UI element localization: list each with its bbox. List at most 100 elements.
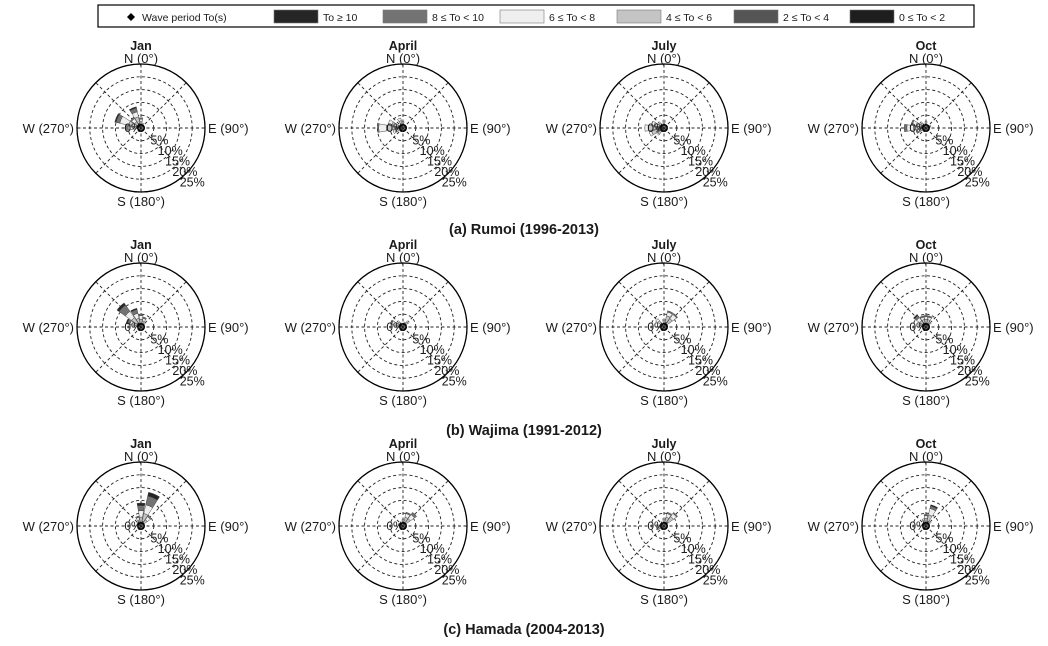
radial-grid-circle <box>114 499 168 553</box>
radial-tick-label: 15% <box>688 353 713 367</box>
rose-bar <box>656 527 659 531</box>
direction-label-west: W (270°) <box>808 121 859 136</box>
direction-label-east: E (90°) <box>731 121 772 136</box>
radial-tick-label: 15% <box>165 154 190 168</box>
rose-bar <box>667 310 674 315</box>
radial-tick-label: 25% <box>965 175 990 189</box>
center-label: 0% <box>909 519 927 533</box>
spoke-line <box>402 82 449 129</box>
radial-grid-circle <box>364 288 442 366</box>
center-label: 0% <box>124 519 142 533</box>
radial-grid-circle <box>364 89 442 167</box>
rose-bar <box>651 120 656 127</box>
month-title: Jan <box>130 238 152 252</box>
direction-label-north: N (0°) <box>909 449 943 464</box>
radial-tick-label: 20% <box>957 165 982 179</box>
radial-tick-label: 25% <box>442 573 467 587</box>
rose-bar <box>930 504 939 510</box>
direction-label-west: W (270°) <box>546 519 597 534</box>
rose-bar <box>915 129 919 134</box>
month-title: April <box>389 39 417 53</box>
direction-label-east: E (90°) <box>731 320 772 335</box>
rose-bar <box>662 319 666 321</box>
direction-label-south: S (180°) <box>902 393 950 408</box>
rose-bar <box>138 313 144 316</box>
outer-ring <box>338 63 468 193</box>
direction-label-east: E (90°) <box>993 519 1034 534</box>
radial-tick-label: 5% <box>150 133 168 147</box>
rose-bar <box>405 511 411 516</box>
rose-bar <box>910 119 915 126</box>
rose-bar <box>128 106 137 112</box>
radial-tick-label: 5% <box>673 531 691 545</box>
radial-tick-label: 10% <box>943 343 968 357</box>
rose-bar <box>397 117 402 122</box>
radial-tick-label: 5% <box>935 332 953 346</box>
rose-bar <box>377 123 380 133</box>
radial-grid-circle <box>899 300 953 354</box>
radial-tick-label: 10% <box>420 144 445 158</box>
legend-label: 6 ≤ To < 8 <box>549 12 595 24</box>
radial-tick-label: 5% <box>673 133 691 147</box>
radial-grid-circle <box>887 89 965 167</box>
radial-tick-label: 5% <box>935 133 953 147</box>
rose-bar <box>928 520 932 524</box>
rose-bar <box>406 320 410 324</box>
legend-label: 0 ≤ To < 2 <box>899 12 945 24</box>
direction-label-north: N (0°) <box>124 51 158 66</box>
radial-tick-label: 20% <box>434 364 459 378</box>
rose-bar <box>387 119 394 126</box>
radial-tick-label: 5% <box>150 531 168 545</box>
radial-grid-circle <box>376 499 430 553</box>
rose-bar <box>923 514 929 517</box>
radial-tick-label: 20% <box>434 165 459 179</box>
direction-label-south: S (180°) <box>117 194 165 209</box>
radial-tick-label: 25% <box>965 573 990 587</box>
month-title: April <box>389 238 417 252</box>
center-label: 0% <box>647 519 665 533</box>
radial-tick-label: 15% <box>427 353 452 367</box>
row-caption: (c) Hamada (2004-2013) <box>443 622 604 638</box>
center-mark <box>398 521 407 530</box>
row-caption: (b) Wajima (1991-2012) <box>446 423 602 439</box>
direction-label-east: E (90°) <box>470 519 511 534</box>
radial-grid-circle <box>102 89 180 167</box>
center-mark <box>137 521 146 530</box>
direction-label-south: S (180°) <box>640 592 688 607</box>
center-mark <box>659 521 668 530</box>
radial-grid-circle <box>114 101 168 155</box>
radial-tick-label: 25% <box>965 374 990 388</box>
radial-tick-label: 10% <box>158 144 183 158</box>
legend-swatch <box>849 9 895 24</box>
center-label: 0% <box>386 320 404 334</box>
rose-bar <box>672 512 678 518</box>
radial-tick-label: 25% <box>442 175 467 189</box>
direction-label-west: W (270°) <box>546 320 597 335</box>
radial-tick-label: 5% <box>412 531 430 545</box>
month-title: Oct <box>916 39 938 53</box>
rose-bar <box>142 316 147 320</box>
rose-bar <box>130 117 135 122</box>
outer-ring <box>861 63 991 193</box>
direction-label-south: S (180°) <box>640 393 688 408</box>
radial-grid-circle <box>376 300 430 354</box>
radial-tick-label: 25% <box>703 573 728 587</box>
direction-label-west: W (270°) <box>23 121 74 136</box>
direction-label-west: W (270°) <box>285 121 336 136</box>
rose-bar <box>401 121 405 124</box>
month-title: Oct <box>916 238 938 252</box>
rose-bar <box>672 313 678 319</box>
legend-swatch <box>499 9 545 24</box>
center-mark <box>398 322 407 331</box>
center-mark <box>921 124 930 133</box>
radial-tick-label: 15% <box>427 552 452 566</box>
direction-label-north: N (0°) <box>386 250 420 265</box>
legend-marker-diamond <box>127 13 135 21</box>
radial-grid-circle <box>625 487 703 565</box>
